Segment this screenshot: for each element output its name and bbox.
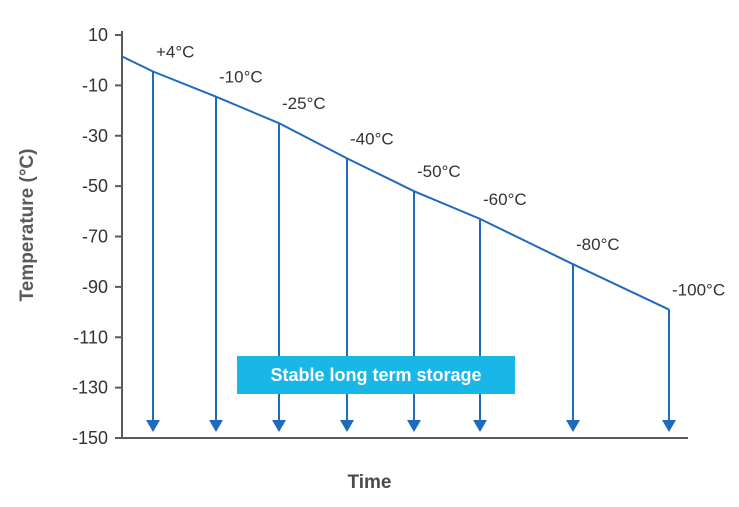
y-axis-label: Temperature (°C) xyxy=(17,148,38,302)
y-tick-label: -90 xyxy=(82,277,108,297)
storage-arrow-head xyxy=(146,420,160,432)
y-tick-label: 10 xyxy=(88,25,108,45)
storage-point-label: -10°C xyxy=(219,68,263,87)
y-tick-label: -50 xyxy=(82,176,108,196)
storage-arrow-head xyxy=(566,420,580,432)
y-tick-label: -130 xyxy=(72,378,108,398)
storage-arrow-head xyxy=(209,420,223,432)
y-tick-label: -70 xyxy=(82,227,108,247)
storage-point-label: -25°C xyxy=(282,94,326,113)
storage-arrow-head xyxy=(272,420,286,432)
storage-point-label: +4°C xyxy=(156,43,194,62)
storage-point-label: -100°C xyxy=(672,281,725,300)
y-tick-label: -10 xyxy=(82,75,108,95)
storage-arrow-head xyxy=(340,420,354,432)
y-axis-label-container: Temperature (°C) xyxy=(6,95,50,355)
storage-point-label: -80°C xyxy=(576,235,620,254)
storage-point-label: -50°C xyxy=(417,162,461,181)
x-axis-label: Time xyxy=(347,472,392,493)
storage-arrow-head xyxy=(662,420,676,432)
temperature-line xyxy=(121,55,670,311)
y-tick-label: -110 xyxy=(73,327,108,347)
storage-arrow-head xyxy=(407,420,421,432)
y-tick-label: -150 xyxy=(72,428,108,448)
storage-arrow-head xyxy=(473,420,487,432)
stable-storage-callout: Stable long term storage xyxy=(237,356,515,394)
storage-point-label: -60°C xyxy=(483,190,527,209)
y-tick-label: -30 xyxy=(82,126,108,146)
storage-point-label: -40°C xyxy=(350,129,394,148)
